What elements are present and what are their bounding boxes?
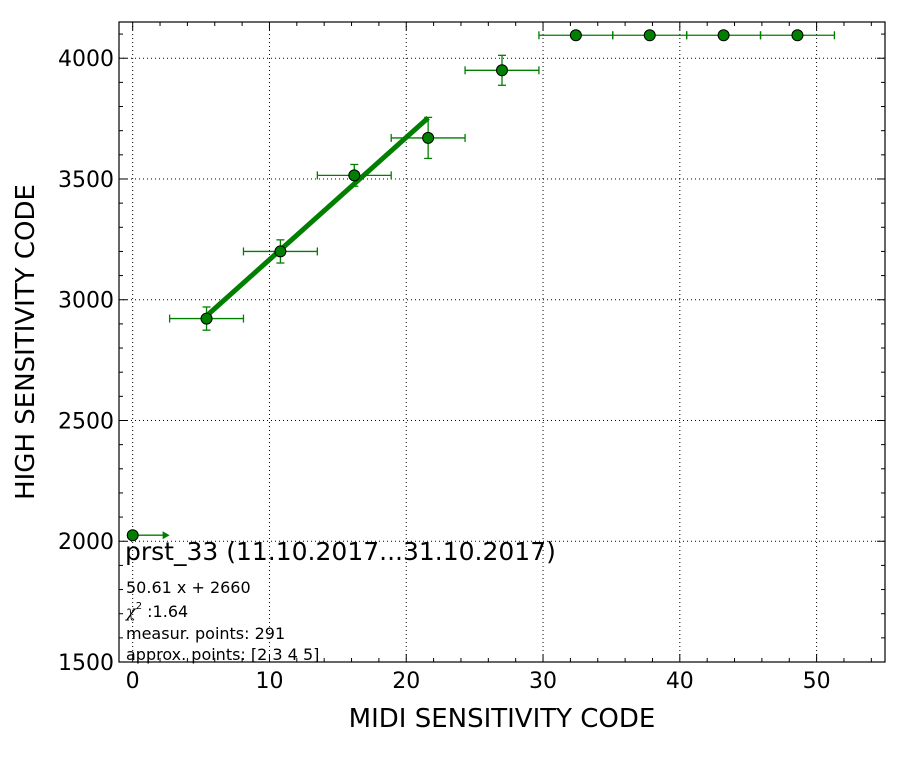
x-tick-label: 40 — [666, 669, 694, 694]
y-tick-label: 2000 — [58, 530, 114, 555]
data-point — [200, 312, 213, 325]
fit-line-group — [204, 115, 430, 318]
chi2-value: χ2 :1.64 — [125, 601, 188, 621]
special-point-arrowhead — [162, 531, 170, 540]
measur-points: measur. points: 291 — [126, 624, 285, 643]
x-axis-label: MIDI SENSITIVITY CODE — [349, 704, 656, 734]
y-tick-label: 1500 — [58, 651, 114, 676]
annotation-title: prst_33 (11.10.2017...31.10.2017) — [125, 537, 556, 566]
plot-frame — [118, 21, 886, 663]
data-point — [274, 245, 287, 258]
special-data-point — [126, 529, 139, 542]
grid-lines — [119, 22, 885, 663]
data-point — [717, 29, 730, 42]
fit-annotation: prst_33 (11.10.2017...31.10.2017) 50.61 … — [125, 537, 556, 664]
approx-points: approx. points: [2 3 4 5] — [126, 645, 319, 664]
tick-labels: 0 10 20 30 40 50 1500 2000 2500 3000 3500 4000 — [58, 47, 831, 694]
y-tick-label: 2500 — [58, 409, 114, 434]
fit-line — [204, 115, 430, 318]
data-point — [496, 64, 508, 77]
data-points — [126, 29, 804, 542]
data-point — [422, 131, 435, 144]
data-point — [569, 29, 582, 42]
data-point — [348, 169, 361, 182]
x-tick-label: 20 — [392, 669, 420, 694]
data-point — [643, 29, 656, 42]
y-axis-label: HIGH SENSITIVITY CODE — [11, 184, 41, 500]
data-point — [791, 29, 804, 42]
x-tick-label: 50 — [803, 669, 831, 694]
y-tick-label: 3000 — [58, 289, 114, 314]
x-tick-label: 30 — [529, 669, 557, 694]
x-tick-label: 10 — [255, 669, 283, 694]
fit-formula: 50.61 x + 2660 — [126, 578, 251, 597]
axis-ticks — [119, 22, 885, 663]
y-tick-label: 3500 — [58, 168, 114, 193]
y-tick-label: 4000 — [58, 47, 114, 72]
x-tick-label: 0 — [126, 669, 140, 694]
